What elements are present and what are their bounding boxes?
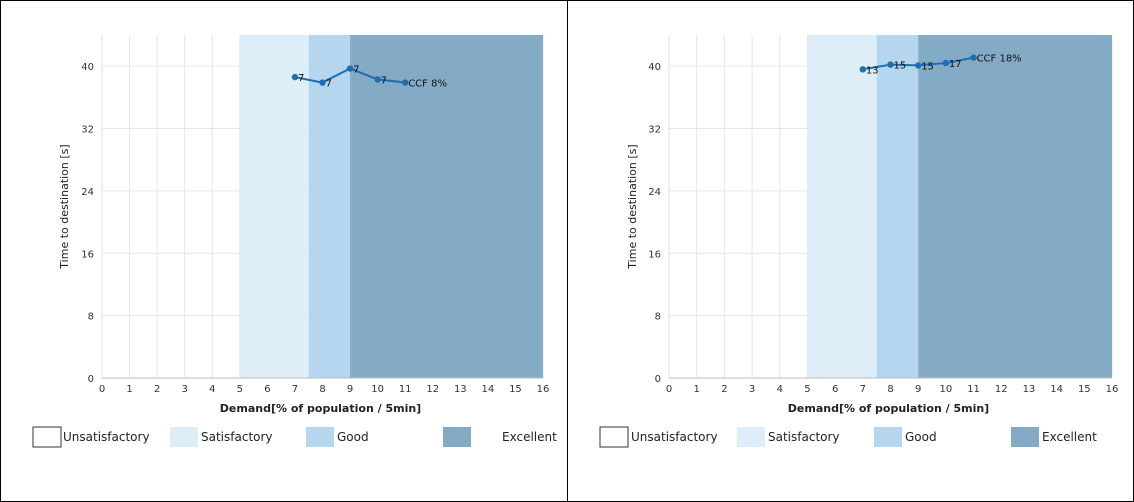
zone-satisfactory xyxy=(239,35,309,378)
x-tick-label: 9 xyxy=(915,384,921,395)
x-tick-label: 1 xyxy=(126,384,132,395)
y-tick-label: 40 xyxy=(648,62,661,73)
x-tick-label: 15 xyxy=(509,384,522,395)
legend-label-unsatisfactory: Unsatisfactory xyxy=(631,430,718,444)
x-tick-label: 1 xyxy=(694,384,700,395)
x-tick-label: 6 xyxy=(832,384,838,395)
data-point xyxy=(859,66,867,73)
y-axis-title: Time to destination [s] xyxy=(58,144,71,269)
x-axis-title: Demand[% of population / 5min] xyxy=(220,402,421,415)
legend-label-excellent: Excellent xyxy=(1042,430,1097,444)
legend-label-good: Good xyxy=(337,430,369,444)
x-tick-label: 10 xyxy=(940,384,953,395)
x-tick-label: 3 xyxy=(749,384,755,395)
zone-excellent xyxy=(350,35,543,378)
data-point xyxy=(970,54,977,61)
x-tick-label: 7 xyxy=(292,384,298,395)
x-tick-label: 13 xyxy=(1023,384,1036,395)
x-tick-label: 5 xyxy=(804,384,810,395)
y-tick-label: 0 xyxy=(88,374,94,385)
x-tick-label: 6 xyxy=(264,384,270,395)
x-tick-label: 13 xyxy=(454,384,467,395)
legend-swatch-good xyxy=(306,427,334,447)
x-tick-label: 11 xyxy=(967,384,980,395)
data-label: CCF 18% xyxy=(977,54,1022,65)
legend-label-good: Good xyxy=(905,430,937,444)
y-tick-label: 0 xyxy=(655,374,661,385)
x-tick-label: 16 xyxy=(1106,384,1119,395)
legend-label-excellent: Excellent xyxy=(502,430,557,444)
legend-label-satisfactory: Satisfactory xyxy=(768,430,840,444)
y-axis-title: Time to destination [s] xyxy=(626,144,639,269)
x-tick-label: 0 xyxy=(666,384,672,395)
zone-excellent xyxy=(918,35,1112,378)
y-tick-label: 24 xyxy=(648,187,661,198)
y-tick-label: 24 xyxy=(81,187,94,198)
x-tick-label: 4 xyxy=(209,384,215,395)
data-point xyxy=(942,59,950,67)
x-tick-label: 12 xyxy=(426,384,439,395)
data-label: 7 xyxy=(381,75,387,86)
x-tick-label: 12 xyxy=(995,384,1008,395)
legend-swatch-excellent xyxy=(443,427,471,447)
data-label: 7 xyxy=(353,65,359,76)
data-point xyxy=(319,79,326,86)
data-label: 13 xyxy=(866,65,879,76)
chart-1: 0 1 2 3 4 5 6 7 8 9 10 11 12 13 14 15 160816243240Demand… xyxy=(32,35,557,448)
data-label: 15 xyxy=(921,61,934,72)
legend-label-unsatisfactory: Unsatisfactory xyxy=(63,430,150,444)
x-tick-label: 9 xyxy=(347,384,353,395)
data-point xyxy=(346,65,354,72)
data-label: 7 xyxy=(326,79,332,90)
data-label: CCF 8% xyxy=(408,79,447,90)
legend-swatch-unsatisfactory xyxy=(599,426,629,448)
data-label: 17 xyxy=(949,59,962,70)
y-tick-label: 16 xyxy=(648,249,661,260)
zone-good xyxy=(876,35,919,378)
x-tick-label: 4 xyxy=(777,384,783,395)
x-tick-label: 8 xyxy=(887,384,893,395)
x-tick-label: 14 xyxy=(482,384,495,395)
zone-good xyxy=(308,35,351,378)
x-tick-label: 0 xyxy=(99,384,105,395)
y-tick-label: 16 xyxy=(81,249,94,260)
legend-swatch-excellent xyxy=(1011,427,1039,447)
x-axis-title: Demand[% of population / 5min] xyxy=(788,402,989,415)
data-point xyxy=(291,73,299,81)
data-point xyxy=(887,61,894,68)
x-tick-label: 15 xyxy=(1078,384,1091,395)
data-point xyxy=(914,62,922,69)
x-tick-label: 14 xyxy=(1050,384,1063,395)
x-tick-label: 10 xyxy=(371,384,384,395)
data-point xyxy=(374,76,381,83)
x-tick-label: 11 xyxy=(399,384,412,395)
y-tick-label: 8 xyxy=(655,312,661,323)
x-tick-label: 2 xyxy=(154,384,160,395)
y-tick-label: 32 xyxy=(648,125,661,136)
x-tick-label: 16 xyxy=(537,384,550,395)
x-tick-label: 5 xyxy=(237,384,243,395)
data-label: 15 xyxy=(894,61,907,72)
x-tick-label: 3 xyxy=(182,384,188,395)
y-tick-label: 32 xyxy=(81,125,94,136)
legend-swatch-satisfactory xyxy=(737,427,765,447)
y-tick-label: 8 xyxy=(88,312,94,323)
data-label: 7 xyxy=(298,73,304,84)
x-tick-label: 8 xyxy=(319,384,325,395)
chart-2: 0 1 2 3 4 5 6 7 8 9 10 11 12 13 14 15 160816243240Demand… xyxy=(599,35,1119,448)
legend-swatch-good xyxy=(874,427,902,447)
x-tick-label: 2 xyxy=(721,384,727,395)
zone-satisfactory xyxy=(807,35,877,378)
data-point xyxy=(401,79,409,86)
legend-swatch-unsatisfactory xyxy=(32,426,62,448)
y-tick-label: 40 xyxy=(81,62,94,73)
legend-swatch-satisfactory xyxy=(170,427,198,447)
x-tick-label: 7 xyxy=(860,384,866,395)
legend-label-satisfactory: Satisfactory xyxy=(201,430,273,444)
